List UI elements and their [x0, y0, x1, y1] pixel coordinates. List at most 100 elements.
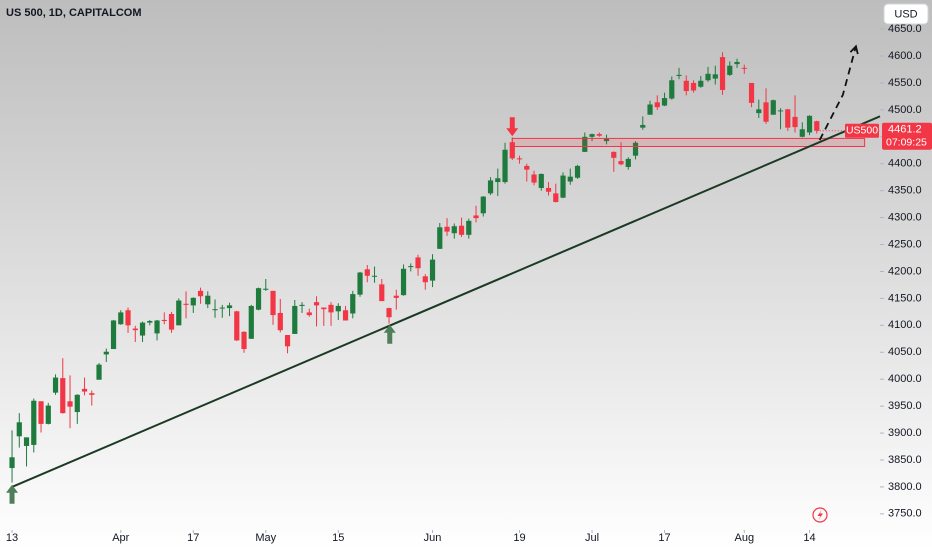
candle-body [364, 269, 370, 276]
candle-body [589, 134, 595, 137]
candle-body [806, 115, 813, 133]
y-tick-label: 3950.0 [888, 400, 922, 412]
y-tick-label: 3850.0 [888, 454, 922, 466]
candle-body [197, 290, 204, 297]
candle-body [255, 288, 262, 310]
candle-body [538, 173, 544, 188]
candle-body [263, 288, 269, 290]
candle-body [625, 158, 631, 167]
x-tick-label: Aug [734, 532, 754, 544]
candle-body [357, 272, 363, 295]
candle-body [31, 400, 37, 445]
y-tick-label: 4050.0 [888, 346, 922, 358]
chart-title: US 500, 1D, CAPITALCOM [6, 7, 142, 19]
candle-body [45, 405, 51, 424]
candle-body [618, 161, 624, 165]
candle-body [690, 82, 697, 91]
projection-path [818, 46, 857, 141]
candle-body [154, 320, 160, 334]
candle-body [342, 310, 349, 321]
candle-body [350, 294, 356, 314]
alert-icon[interactable] [812, 507, 828, 523]
candle-body [756, 109, 762, 114]
x-tick-label: May [255, 532, 276, 544]
candle-body [741, 67, 747, 69]
candle-body [219, 307, 225, 309]
candle-body [226, 305, 233, 309]
currency-label[interactable]: USD [894, 8, 917, 20]
candle-body [299, 304, 305, 306]
candle-body [698, 80, 704, 87]
candle-body [814, 121, 820, 131]
candle-body [74, 394, 80, 413]
candle-body [103, 351, 109, 355]
candle-body [480, 196, 486, 214]
candle-body [603, 138, 610, 142]
candle-body [444, 226, 450, 232]
candle-body [190, 297, 196, 306]
x-tick-label: 19 [513, 532, 525, 544]
candle-body [567, 176, 573, 182]
candle-body [458, 225, 465, 235]
plot-area [6, 44, 881, 504]
y-tick-label: 4200.0 [888, 265, 922, 277]
candle-body [270, 290, 276, 316]
x-tick-label: 17 [187, 532, 199, 544]
candle-body [647, 104, 653, 115]
x-tick-label: 14 [803, 532, 815, 544]
candle-body [132, 328, 138, 331]
y-tick-label: 3750.0 [888, 508, 922, 520]
candle-body [277, 312, 283, 331]
candle-body [683, 80, 689, 92]
candle-body [785, 109, 791, 128]
candle-body [509, 142, 515, 159]
candle-body [248, 305, 254, 339]
arrow-marker [506, 117, 519, 137]
candle-body [473, 215, 479, 219]
candle-body [125, 310, 131, 326]
candle-body [727, 65, 733, 75]
candle-body [422, 276, 428, 283]
candle-body [487, 180, 494, 194]
candle-body [176, 300, 182, 326]
candle-body [313, 302, 320, 306]
countdown-label: 07:09:25 [886, 137, 927, 149]
candle-body [502, 149, 508, 183]
y-tick-label: 4550.0 [888, 77, 922, 89]
y-tick-label: 4150.0 [888, 292, 922, 304]
y-tick-label: 4650.0 [888, 23, 922, 35]
candle-body [60, 378, 66, 414]
x-tick-label: 17 [658, 532, 670, 544]
x-tick-label: Jul [585, 532, 599, 544]
candle-body [799, 129, 805, 137]
candle-body [516, 158, 523, 160]
candle-body [335, 305, 341, 312]
trendline [11, 115, 881, 488]
y-tick-label: 3800.0 [888, 481, 922, 493]
candle-body [234, 311, 240, 341]
symbol-tag-label: US500 [846, 125, 878, 137]
candle-body [38, 401, 44, 424]
resistance-zone [511, 137, 866, 148]
candle-body [574, 165, 581, 178]
currency-button[interactable] [883, 3, 929, 25]
candle-body [168, 314, 175, 330]
y-tick-label: 4350.0 [888, 185, 922, 197]
x-tick-label: Apr [112, 532, 129, 544]
y-tick-label: 4000.0 [888, 373, 922, 385]
candle-body [466, 220, 472, 235]
candle-body [712, 74, 718, 79]
candle-body [241, 331, 247, 350]
candle-body [67, 401, 73, 407]
candle-body [16, 422, 22, 437]
candle-body [531, 174, 537, 183]
candle-body [705, 73, 711, 81]
y-tick-label: 4100.0 [888, 319, 922, 331]
candle-body [328, 304, 334, 313]
candle-body [770, 100, 776, 115]
y-tick-label: 3900.0 [888, 427, 922, 439]
candle-body [632, 142, 639, 156]
x-tick-label: 13 [6, 532, 18, 544]
